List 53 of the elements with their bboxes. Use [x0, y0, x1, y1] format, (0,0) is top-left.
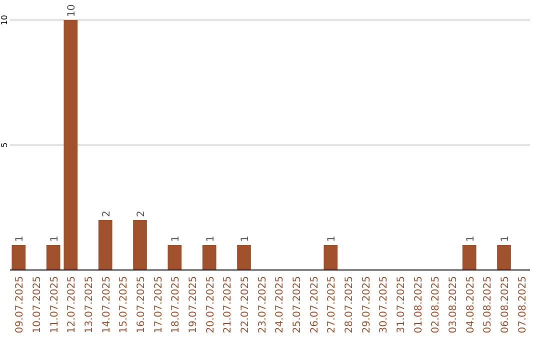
- bar: [497, 245, 511, 270]
- x-tick-label: 15.07.2025: [118, 276, 130, 334]
- data-label: 1: [170, 236, 182, 242]
- x-tick-label: 14.07.2025: [101, 276, 112, 334]
- bar: [46, 245, 60, 270]
- x-tick-label: 05.08.2025: [482, 276, 494, 334]
- x-tick-label: 20.07.2025: [205, 276, 216, 334]
- data-label: 1: [465, 236, 476, 242]
- data-label: 10: [66, 4, 78, 17]
- x-tick-label: 04.08.2025: [465, 276, 476, 334]
- x-tick-label: 10.07.2025: [32, 276, 43, 334]
- bar: [64, 20, 78, 270]
- y-tick-label: 5: [0, 142, 9, 148]
- x-tick-label: 19.07.2025: [188, 276, 199, 334]
- x-tick-label: 26.07.2025: [309, 276, 320, 334]
- x-tick-label: 29.07.2025: [361, 276, 372, 334]
- x-tick-label: 03.08.2025: [448, 276, 459, 334]
- x-tick-label: 27.07.2025: [326, 276, 338, 334]
- x-tick-label: 18.07.2025: [170, 276, 182, 334]
- data-label: 1: [14, 236, 26, 242]
- data-label: 1: [240, 236, 251, 242]
- x-tick-label: 01.08.2025: [413, 276, 424, 334]
- data-label: 1: [500, 236, 511, 242]
- x-tick-label: 07.08.2025: [517, 276, 528, 334]
- x-tick-label: 30.07.2025: [378, 276, 390, 334]
- bar: [168, 245, 182, 270]
- data-label: 1: [49, 236, 60, 242]
- x-tick-label: 28.07.2025: [344, 276, 355, 334]
- x-tick-label: 31.07.2025: [396, 276, 407, 334]
- data-label: 1: [205, 236, 216, 242]
- bar: [202, 245, 216, 270]
- x-tick-label: 22.07.2025: [240, 276, 251, 334]
- x-tick-label: 13.07.2025: [84, 276, 95, 334]
- x-tick-label: 24.07.2025: [274, 276, 286, 334]
- x-tick-label: 23.07.2025: [257, 276, 268, 334]
- x-tick-label: 16.07.2025: [136, 276, 147, 334]
- x-tick-label: 25.07.2025: [292, 276, 303, 334]
- x-tick-label: 11.07.2025: [49, 276, 60, 334]
- bar: [133, 220, 147, 270]
- data-label: 1: [326, 236, 338, 242]
- x-tick-label: 17.07.2025: [153, 276, 164, 334]
- data-label: 2: [101, 210, 112, 217]
- data-label: 2: [136, 210, 147, 217]
- x-tick-label: 21.07.2025: [222, 276, 234, 334]
- x-tick-label: 12.07.2025: [66, 276, 78, 334]
- bar: [324, 245, 338, 270]
- x-tick-label: 09.07.2025: [14, 276, 26, 334]
- x-tick-label: 02.08.2025: [430, 276, 442, 334]
- bar: [98, 220, 112, 270]
- bar: [237, 245, 251, 270]
- bar: [462, 245, 476, 270]
- bar: [12, 245, 26, 270]
- x-tick-label: 06.08.2025: [500, 276, 511, 334]
